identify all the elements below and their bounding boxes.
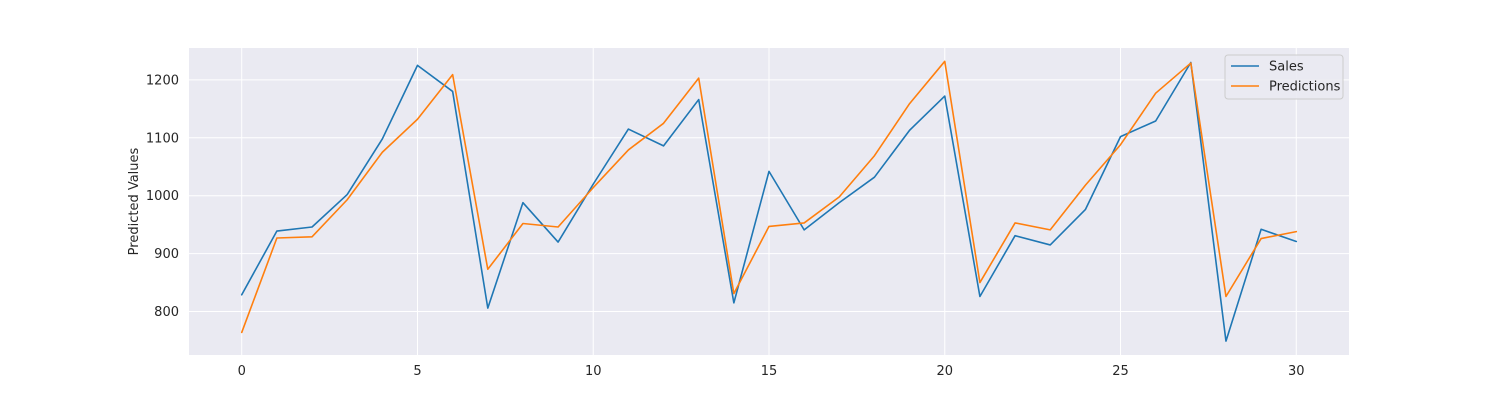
y-tick-label: 1100 <box>146 131 179 146</box>
legend-label: Predictions <box>1269 80 1341 95</box>
x-tick-label: 20 <box>936 364 953 379</box>
y-tick-label: 800 <box>154 305 179 320</box>
tick-labels: 0 5 10 15 20 25 30 800 900 1000 1100 1200 <box>146 73 1305 379</box>
x-tick-label: 0 <box>238 364 246 379</box>
y-axis-label: Predicted Values <box>127 147 142 255</box>
x-tick-label: 30 <box>1288 364 1305 379</box>
series-line-predictions <box>240 60 1298 334</box>
x-tick-label: 10 <box>585 364 602 379</box>
legend-label: Sales <box>1269 60 1304 75</box>
y-tick-label: 900 <box>154 247 179 262</box>
x-tick-label: 15 <box>761 364 778 379</box>
series-layer <box>240 60 1298 342</box>
x-tick-label: 25 <box>1112 364 1129 379</box>
y-tick-label: 1200 <box>146 73 179 88</box>
y-tick-label: 1000 <box>146 189 179 204</box>
x-tick-label: 5 <box>413 364 421 379</box>
series-line-sales <box>240 61 1298 342</box>
legend: Sales Predictions <box>1224 54 1344 100</box>
